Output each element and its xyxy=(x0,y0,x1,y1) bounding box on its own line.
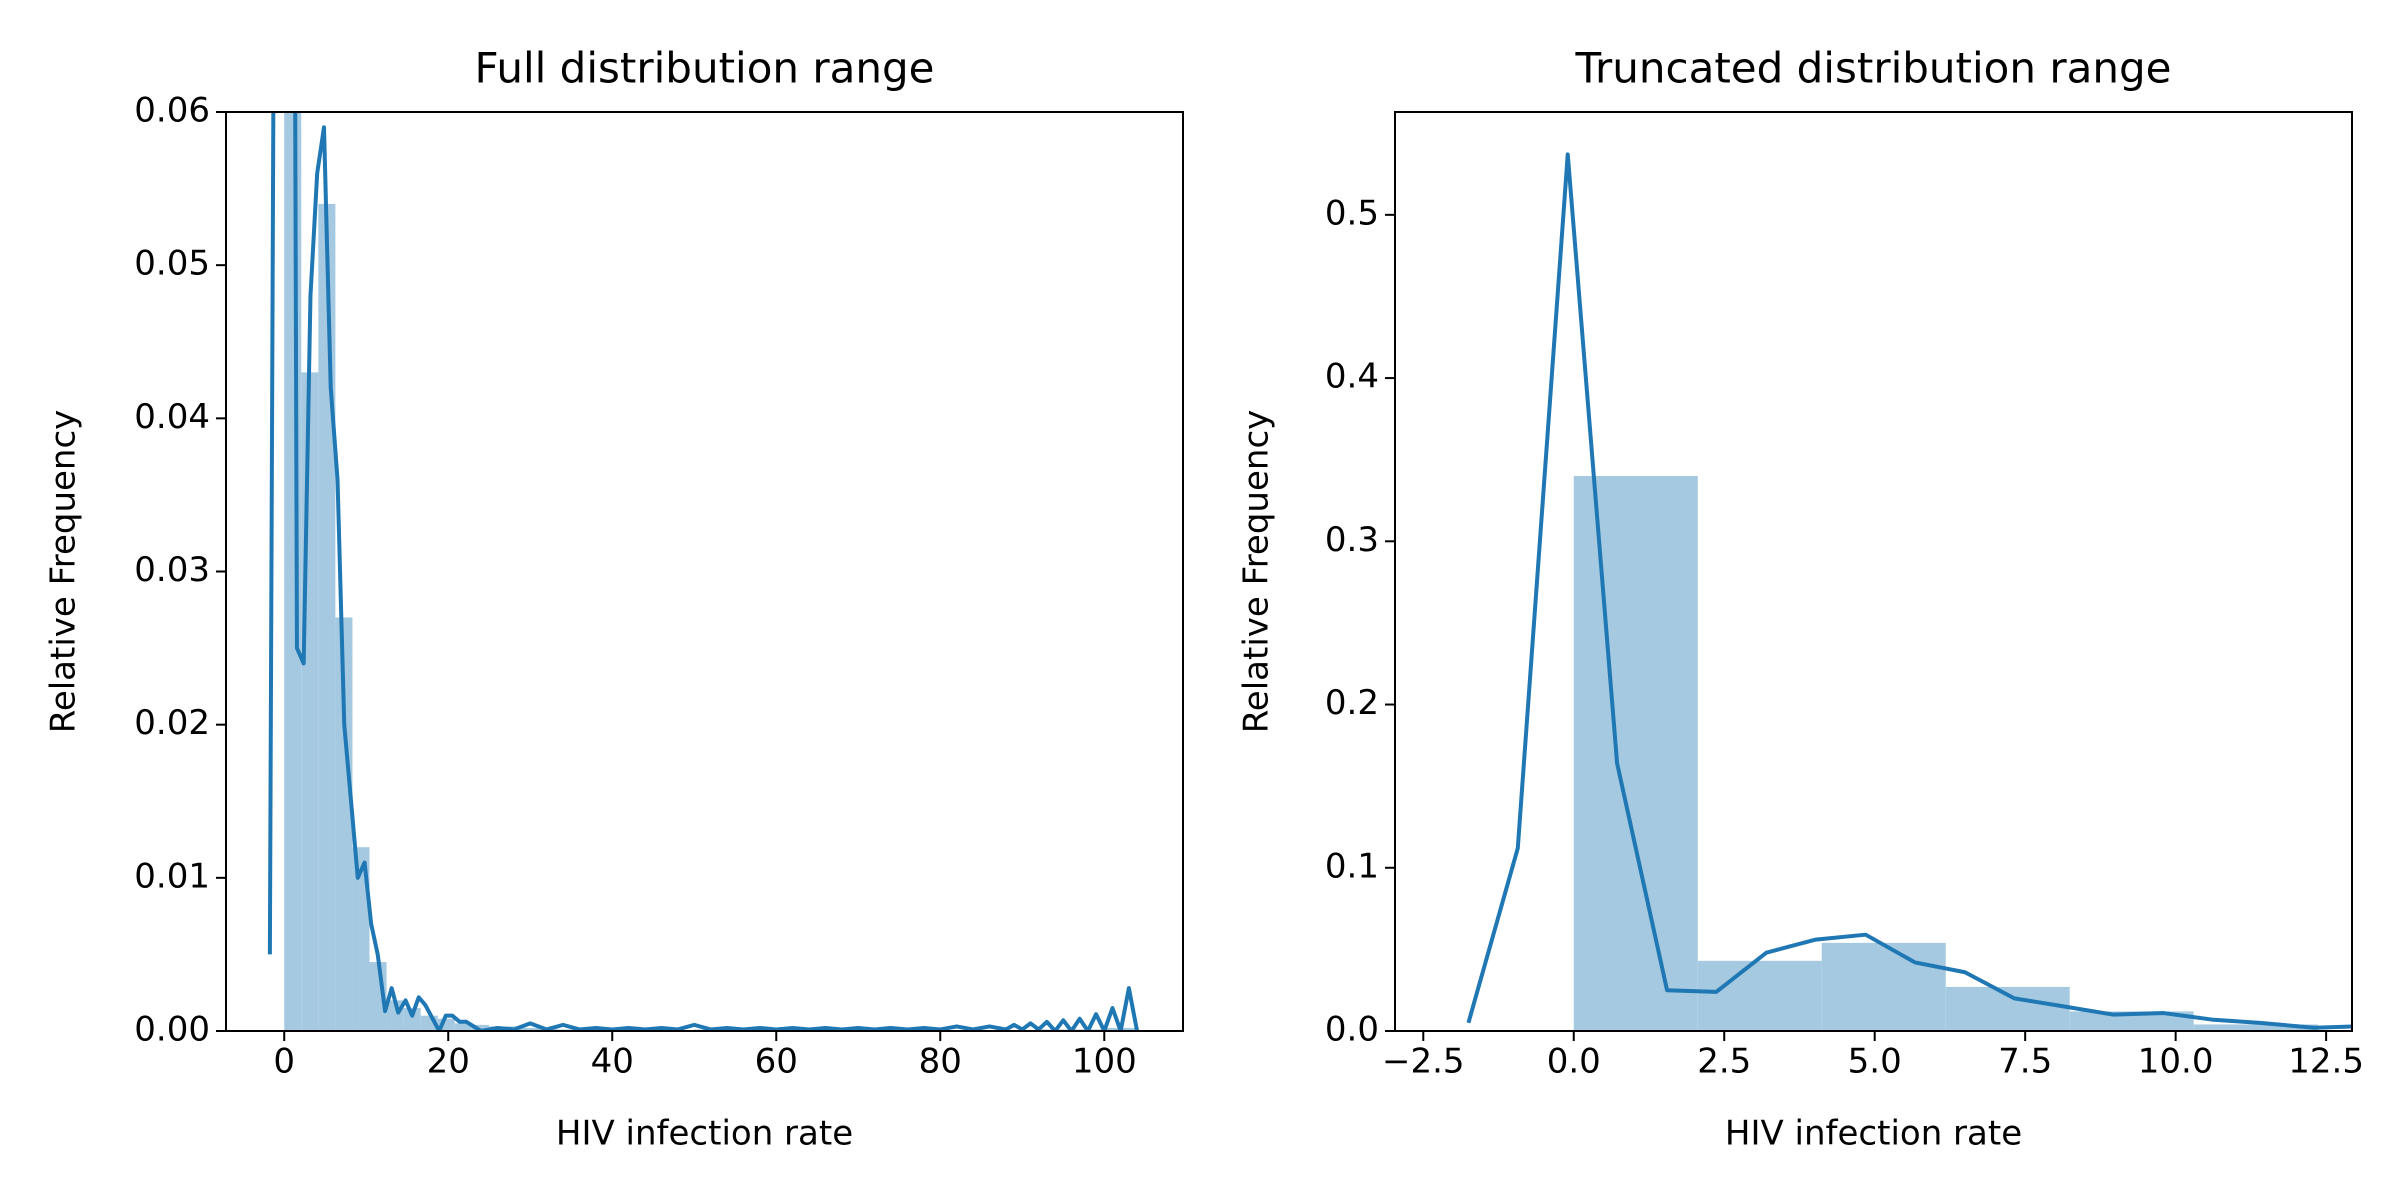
y-tick-label: 0.03 xyxy=(134,550,210,590)
plot-area xyxy=(267,112,1140,1031)
bar xyxy=(1120,1027,1138,1031)
y-tick-label: 0.01 xyxy=(134,856,210,896)
x-tick-label: 0 xyxy=(273,1042,295,1082)
x-tick-label: 60 xyxy=(755,1042,798,1082)
bar xyxy=(352,847,370,1031)
bar xyxy=(318,203,336,1031)
x-tick-label: 5.0 xyxy=(1848,1042,1902,1082)
y-axis-label: Relative Frequency xyxy=(1237,410,1277,734)
y-tick-label: 0.0 xyxy=(1325,1010,1379,1050)
bar xyxy=(403,1008,421,1031)
bar xyxy=(1102,1027,1121,1031)
y-tick-label: 0.1 xyxy=(1325,846,1379,886)
subplot: 0 20 40 60 80 100 0.00 0.01 0.02 0.03 0.04 0.05 0.06… xyxy=(44,44,1184,1154)
bar xyxy=(2193,1024,2318,1031)
x-tick-label: −2.5 xyxy=(1382,1042,1465,1082)
bar xyxy=(1821,942,1946,1031)
x-tick-label: 20 xyxy=(427,1042,470,1082)
y-tick-label: 0.06 xyxy=(134,91,210,131)
kde-line xyxy=(1466,152,2352,1030)
x-tick-label: 7.5 xyxy=(1998,1042,2052,1082)
chart-title: Full distribution range xyxy=(475,44,935,93)
bar xyxy=(1573,476,1698,1031)
y-tick-label: 0.4 xyxy=(1325,357,1379,397)
x-tick-label: 80 xyxy=(919,1042,962,1082)
y-tick-label: 0.00 xyxy=(134,1010,210,1050)
subplot: −2.5 0.0 2.5 5.0 7.5 10.0 12.50.00.10.20.30.40… xyxy=(1237,44,2364,1154)
bar xyxy=(454,1023,472,1031)
y-tick-label: 0.02 xyxy=(134,703,210,743)
x-tick-label: 10.0 xyxy=(2138,1042,2214,1082)
y-tick-label: 0.04 xyxy=(134,397,210,437)
bar xyxy=(471,1024,489,1031)
kde-line xyxy=(267,112,1140,1031)
x-tick-label: 100 xyxy=(1072,1042,1137,1082)
bar xyxy=(1697,960,1822,1031)
bar xyxy=(335,617,353,1031)
chart-title: Truncated distribution range xyxy=(1575,44,2172,93)
x-tick-label: 12.5 xyxy=(2288,1042,2364,1082)
bar xyxy=(301,372,319,1031)
bar xyxy=(2069,1011,2194,1031)
x-axis-label: HIV infection rate xyxy=(556,1114,853,1154)
axes-frame xyxy=(1394,111,2353,1032)
bar xyxy=(284,112,302,1031)
plot-area xyxy=(1466,152,2352,1031)
x-tick-label: 40 xyxy=(591,1042,634,1082)
y-tick-label: 0.3 xyxy=(1325,520,1379,560)
y-tick-label: 0.2 xyxy=(1325,683,1379,723)
y-axis-label: Relative Frequency xyxy=(44,410,84,734)
y-tick-label: 0.5 xyxy=(1325,193,1379,233)
x-tick-label: 0.0 xyxy=(1547,1042,1601,1082)
y-tick-label: 0.05 xyxy=(134,244,210,284)
x-tick-label: 2.5 xyxy=(1697,1042,1751,1082)
bar xyxy=(523,1027,541,1031)
x-axis-label: HIV infection rate xyxy=(1725,1114,2022,1154)
